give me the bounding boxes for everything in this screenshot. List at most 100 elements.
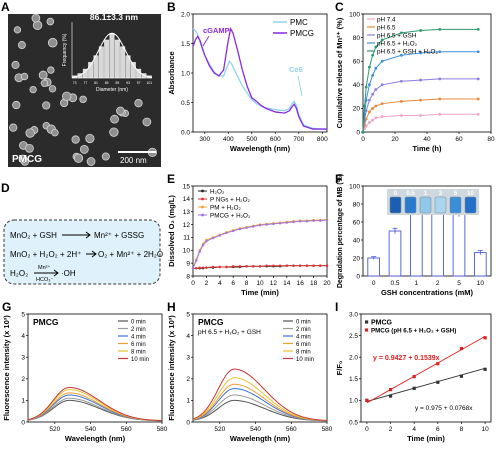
x-tick-label: 0 (361, 136, 365, 143)
legend-label: 10 min (131, 357, 149, 363)
data-point (299, 220, 302, 223)
y-tick-label: 8 (186, 273, 190, 280)
data-point (305, 264, 309, 267)
x-tick-label: 10 (481, 426, 489, 433)
plot-frame (192, 313, 328, 423)
data-point (195, 267, 198, 270)
legend-label: P NGs + H₂O₂ (210, 196, 250, 203)
x-tick-label: 520 (214, 426, 225, 433)
vial (464, 196, 477, 214)
x-tick-label: 10 (477, 280, 485, 287)
reaction-3-product: ·OH (61, 269, 76, 278)
plot-title: PMCG (33, 317, 59, 327)
x-tick-label: 60 (455, 136, 463, 143)
data-point (292, 220, 295, 224)
legend-marker (201, 205, 204, 209)
y-tick-label: 3 (21, 355, 25, 362)
y-axis-label: Absorbance (167, 51, 176, 94)
plot-frame (27, 313, 163, 423)
data-point (371, 107, 374, 110)
data-point (388, 394, 393, 398)
panel-letter: D (1, 181, 10, 195)
data-point (476, 27, 480, 31)
data-point (312, 264, 315, 267)
legend-label: PMCG (371, 319, 393, 326)
catalyst-label: Mn²⁺ (38, 264, 50, 271)
nanoparticle (12, 100, 21, 110)
spectrum-5 (27, 386, 163, 422)
legend-label: pH 6.5 + GSH + H₂O₂ (377, 48, 438, 55)
y-tick-label: 60 (353, 219, 361, 226)
legend-marker (201, 213, 204, 217)
annotation-cgamp: cGAMP (203, 26, 230, 35)
legend-label: 10 min (296, 357, 314, 363)
data-point (195, 259, 198, 262)
data-point (388, 388, 393, 392)
data-point (412, 386, 416, 390)
x-axis-label: Wavelength (nm) (230, 144, 291, 153)
panel-f: F 0 20 40 60 80 100 0 0.5 1 2 5 10 GSH concentration… (333, 172, 500, 302)
data-point (325, 218, 329, 222)
y-tick-label: 5 (186, 311, 190, 318)
data-point (400, 99, 403, 103)
data-point (225, 265, 228, 269)
nanoparticle (86, 157, 96, 166)
x-tick-label: 4 (218, 280, 222, 287)
legend-label: 6 min (131, 342, 146, 348)
x-tick-label: 16 (297, 280, 305, 287)
data-point (198, 250, 201, 253)
x-tick-label: 2 (436, 280, 440, 287)
data-point (258, 224, 262, 227)
data-point (299, 264, 302, 267)
y-tick-label: 10 (183, 248, 191, 255)
y-tick-label: 0 (21, 419, 25, 426)
data-point (419, 78, 422, 82)
y-axis-label: Fluorescence intensity (x 10³) (2, 315, 11, 421)
ratio-chart: I 0 2 4 6 8 10 0.5 1.0 1.5 2.0 2.5 3.0 Time (min) F/F… (335, 300, 492, 443)
nanoparticle (25, 128, 35, 138)
spectrum-0 (27, 399, 163, 422)
panel-e: E 0 2 4 6 8 10 12 14 16 18 20 8 9 10 11 12 13 14 15 Time (m… (165, 172, 337, 302)
data-point (305, 220, 309, 223)
legend-label: 2 min (131, 327, 146, 333)
data-point (201, 266, 205, 269)
sample-label: PMCG (12, 154, 42, 165)
gaussian-fit (71, 32, 153, 78)
panel-g: G 520 540 560 580 0 1 2 3 4 5 Wavelength (nm) Fluor… (0, 300, 168, 455)
nanoparticle (13, 26, 22, 34)
y-tick-label: 2.0 (349, 355, 358, 362)
x-tick-label: 2 (389, 426, 393, 433)
data-point (374, 104, 378, 108)
legend-label: PMCG (290, 29, 314, 38)
y-tick-label: 4 (186, 333, 190, 340)
data-point (225, 231, 228, 235)
nanoparticle (101, 152, 110, 161)
panel-letter: E (167, 172, 175, 186)
x-tick-label: 1 (415, 280, 419, 287)
nanoparticle (142, 117, 152, 127)
data-point (380, 38, 384, 42)
nanoparticle (109, 127, 119, 137)
hist-x-tick-label: 77 (83, 81, 87, 85)
x-tick-label: 540 (250, 426, 261, 433)
y-tick-label: 12 (183, 222, 191, 229)
x-axis-label: Time (min) (407, 434, 445, 443)
legend-label: H₂O₂ (210, 188, 225, 195)
reaction-2-products: O₂ + Mn²⁺ + 2H₂O (98, 250, 163, 259)
panel-letter: B (167, 0, 176, 14)
data-point (278, 222, 282, 225)
y-tick-label: 15 (183, 183, 191, 190)
legend-label: PMCG (pH 6.5 + H₂O₂ + GSH) (371, 327, 456, 334)
data-point (371, 53, 374, 57)
data-point (218, 234, 221, 237)
fit-line-1 (366, 335, 486, 404)
reaction-2-reactants: MnO₂ + H₂O₂ + 2H⁺ (10, 250, 81, 259)
hist-x-tick-label: 73 (73, 81, 77, 85)
panel-b: B 300 400 500 600 700 800 0.0 0.5 1.0 1.5 2.0 Wavel… (165, 0, 337, 172)
nanoparticle (42, 101, 51, 110)
legend-label: 0 min (131, 319, 146, 325)
x-tick-label: 6 (436, 426, 440, 433)
data-point (191, 267, 195, 270)
nanoparticle (29, 85, 37, 94)
annotation-arrow (297, 75, 303, 97)
